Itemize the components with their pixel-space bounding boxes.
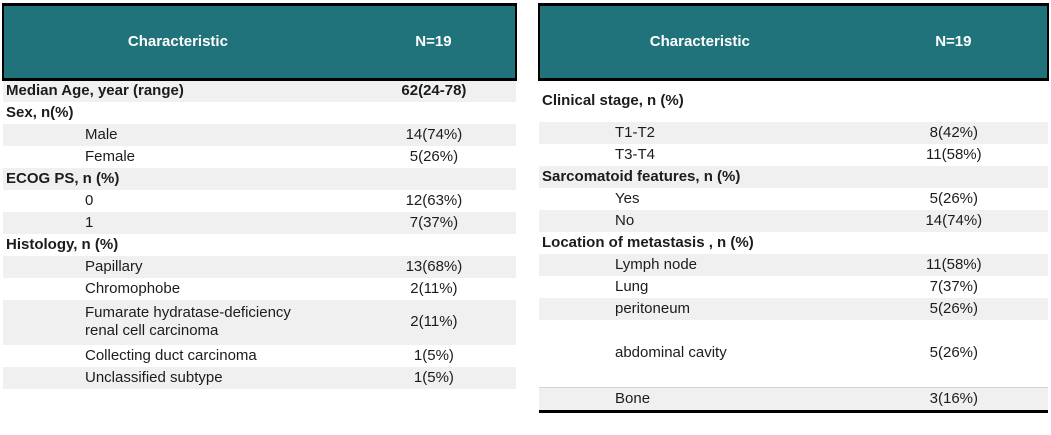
table-row: Lung 7(37%) [539, 276, 1048, 298]
table-row: Chromophobe 2(11%) [3, 278, 516, 300]
row-value: 7(37%) [409, 213, 459, 231]
row-label: Papillary [85, 257, 143, 275]
row-value: 5(26%) [409, 147, 459, 165]
row-label: ECOG PS, n (%) [6, 169, 120, 187]
characteristics-table-left: Characteristic N=19 Median Age, year (ra… [2, 3, 518, 389]
row-label: T3-T4 [615, 145, 656, 163]
header-row: Characteristic N=19 [538, 3, 1050, 81]
row-value: 3(16%) [929, 390, 978, 407]
table-row: T1-T2 8(42%) [539, 121, 1048, 144]
row-label: Clinical stage, n (%) [542, 92, 684, 110]
row-label: Yes [615, 189, 640, 207]
row-value: 8(42%) [929, 123, 978, 141]
table-row: Sarcomatoid features, n (%) [539, 165, 1048, 188]
row-value [352, 168, 516, 190]
row-value: 5(26%) [929, 189, 978, 207]
row-label: Histology, n (%) [6, 235, 119, 253]
baseline-characteristics-figure: Characteristic N=19 Median Age, year (ra… [2, 3, 1050, 413]
table-row: Clinical stage, n (%) [539, 80, 1048, 122]
row-value: 5(26%) [929, 299, 978, 317]
table-row: Male 14(74%) [3, 123, 516, 146]
table-row: peritoneum 5(26%) [539, 297, 1048, 320]
table-row: ECOG PS, n (%) [3, 167, 516, 190]
row-label: Female [85, 147, 136, 165]
column-header-n: N=19 [859, 3, 1050, 81]
table-row: Sex, n(%) [3, 102, 516, 124]
row-value: 5(26%) [929, 344, 978, 362]
table-row: Papillary 13(68%) [3, 255, 516, 278]
table-row: Female 5(26%) [3, 146, 516, 168]
table-body-right: Clinical stage, n (%) T1-T2 8(42%) T3-T4 11(… [539, 80, 1048, 412]
table-row: Bone 3(16%) [539, 387, 1048, 412]
row-value [860, 166, 1048, 188]
row-label: Lymph node [615, 255, 698, 273]
row-value: 2(11%) [410, 313, 458, 330]
table-body-left: Median Age, year (range) 62(24-78) Sex, n(… [3, 79, 516, 389]
row-value: 62(24-78) [401, 82, 467, 100]
row-label: Chromophobe [85, 279, 181, 297]
row-label: Unclassified subtype [85, 368, 223, 386]
row-value [860, 232, 1048, 254]
table-header-left: Characteristic N=19 [2, 3, 518, 81]
row-value: 11(58%) [926, 145, 982, 163]
table-row: 0 12(63%) [3, 190, 516, 212]
row-label: 1 [85, 213, 94, 231]
row-label: Bone [615, 390, 651, 407]
row-label: Sex, n(%) [6, 103, 74, 121]
table-row: Unclassified subtype 1(5%) [3, 366, 516, 389]
row-label: T1-T2 [615, 123, 656, 141]
row-label: Sarcomatoid features, n (%) [542, 167, 741, 185]
row-label: abdominal cavity [615, 344, 727, 362]
header-row: Characteristic N=19 [2, 3, 518, 81]
table-header-right: Characteristic N=19 [538, 3, 1050, 81]
table-row: Lymph node 11(58%) [539, 253, 1048, 276]
table-row: Median Age, year (range) 62(24-78) [3, 79, 516, 102]
row-value [352, 234, 516, 256]
row-value: 7(37%) [929, 277, 978, 295]
row-label: Fumarate hydratase-deficiency renal cell… [85, 304, 291, 339]
row-label: peritoneum [615, 299, 691, 317]
row-value: 14(74%) [925, 211, 983, 229]
row-label: Location of metastasis , n (%) [542, 233, 754, 251]
characteristics-table-right: Characteristic N=19 Clinical stage, n (%… [538, 3, 1050, 413]
row-value [352, 102, 516, 124]
table-row: Collecting duct carcinoma 1(5%) [3, 345, 516, 367]
row-value: 2(11%) [410, 279, 458, 297]
row-label: Median Age, year (range) [6, 82, 184, 100]
column-header-characteristic: Characteristic [538, 3, 860, 81]
table-row: Location of metastasis , n (%) [539, 232, 1048, 254]
table-row: T3-T4 11(58%) [539, 144, 1048, 166]
row-label: Lung [615, 277, 649, 295]
table-row: Histology, n (%) [3, 234, 516, 256]
row-value: 14(74%) [405, 125, 463, 143]
row-value: 1(5%) [413, 346, 454, 364]
row-value: 12(63%) [405, 191, 463, 209]
column-header-characteristic: Characteristic [2, 3, 352, 81]
row-label: Male [85, 125, 118, 143]
table-row: 1 7(37%) [3, 211, 516, 234]
table-row: Yes 5(26%) [539, 188, 1048, 210]
row-label: Collecting duct carcinoma [85, 346, 257, 364]
row-label: No [615, 211, 635, 229]
row-value: 1(5%) [413, 368, 454, 386]
row-value: 13(68%) [405, 257, 463, 275]
row-value: 11(58%) [926, 255, 982, 273]
table-row: No 14(74%) [539, 209, 1048, 232]
row-value [860, 80, 1048, 122]
column-header-n: N=19 [351, 3, 518, 81]
table-row: Fumarate hydratase-deficiency renal cell… [3, 299, 516, 345]
row-label: 0 [85, 191, 94, 209]
table-row: abdominal cavity 5(26%) [539, 320, 1048, 388]
